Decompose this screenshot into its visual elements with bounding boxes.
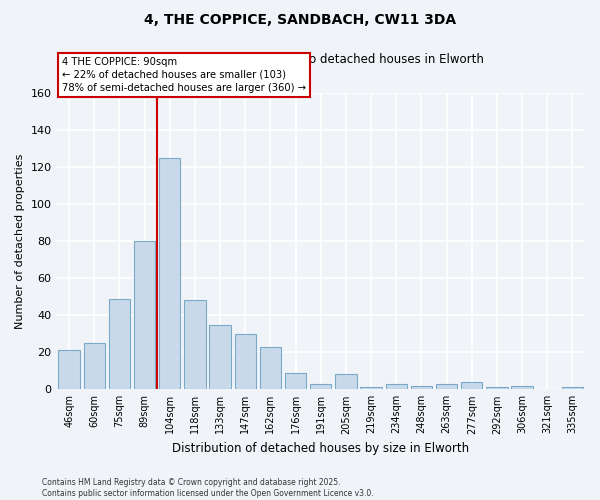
Bar (285, 372, 307, 390)
Bar (562, 388, 583, 390)
Bar (436, 384, 457, 390)
Bar (83, 343, 105, 390)
Bar (511, 386, 533, 390)
Bar (58, 350, 80, 390)
Bar (310, 384, 331, 390)
Bar (159, 158, 181, 390)
Bar (209, 324, 231, 390)
Bar (461, 382, 482, 390)
Bar (134, 241, 155, 390)
Bar (386, 384, 407, 390)
Text: 4, THE COPPICE, SANDBACH, CW11 3DA: 4, THE COPPICE, SANDBACH, CW11 3DA (144, 12, 456, 26)
Bar (335, 374, 356, 390)
Bar (411, 386, 432, 390)
Text: Contains HM Land Registry data © Crown copyright and database right 2025.
Contai: Contains HM Land Registry data © Crown c… (42, 478, 374, 498)
Y-axis label: Number of detached properties: Number of detached properties (15, 154, 25, 329)
Bar (486, 388, 508, 390)
X-axis label: Distribution of detached houses by size in Elworth: Distribution of detached houses by size … (172, 442, 469, 455)
Bar (109, 298, 130, 390)
Bar (235, 334, 256, 390)
Bar (184, 300, 206, 390)
Text: 4 THE COPPICE: 90sqm
← 22% of detached houses are smaller (103)
78% of semi-deta: 4 THE COPPICE: 90sqm ← 22% of detached h… (62, 56, 306, 93)
Bar (361, 388, 382, 390)
Bar (260, 346, 281, 390)
Title: Size of property relative to detached houses in Elworth: Size of property relative to detached ho… (158, 52, 484, 66)
